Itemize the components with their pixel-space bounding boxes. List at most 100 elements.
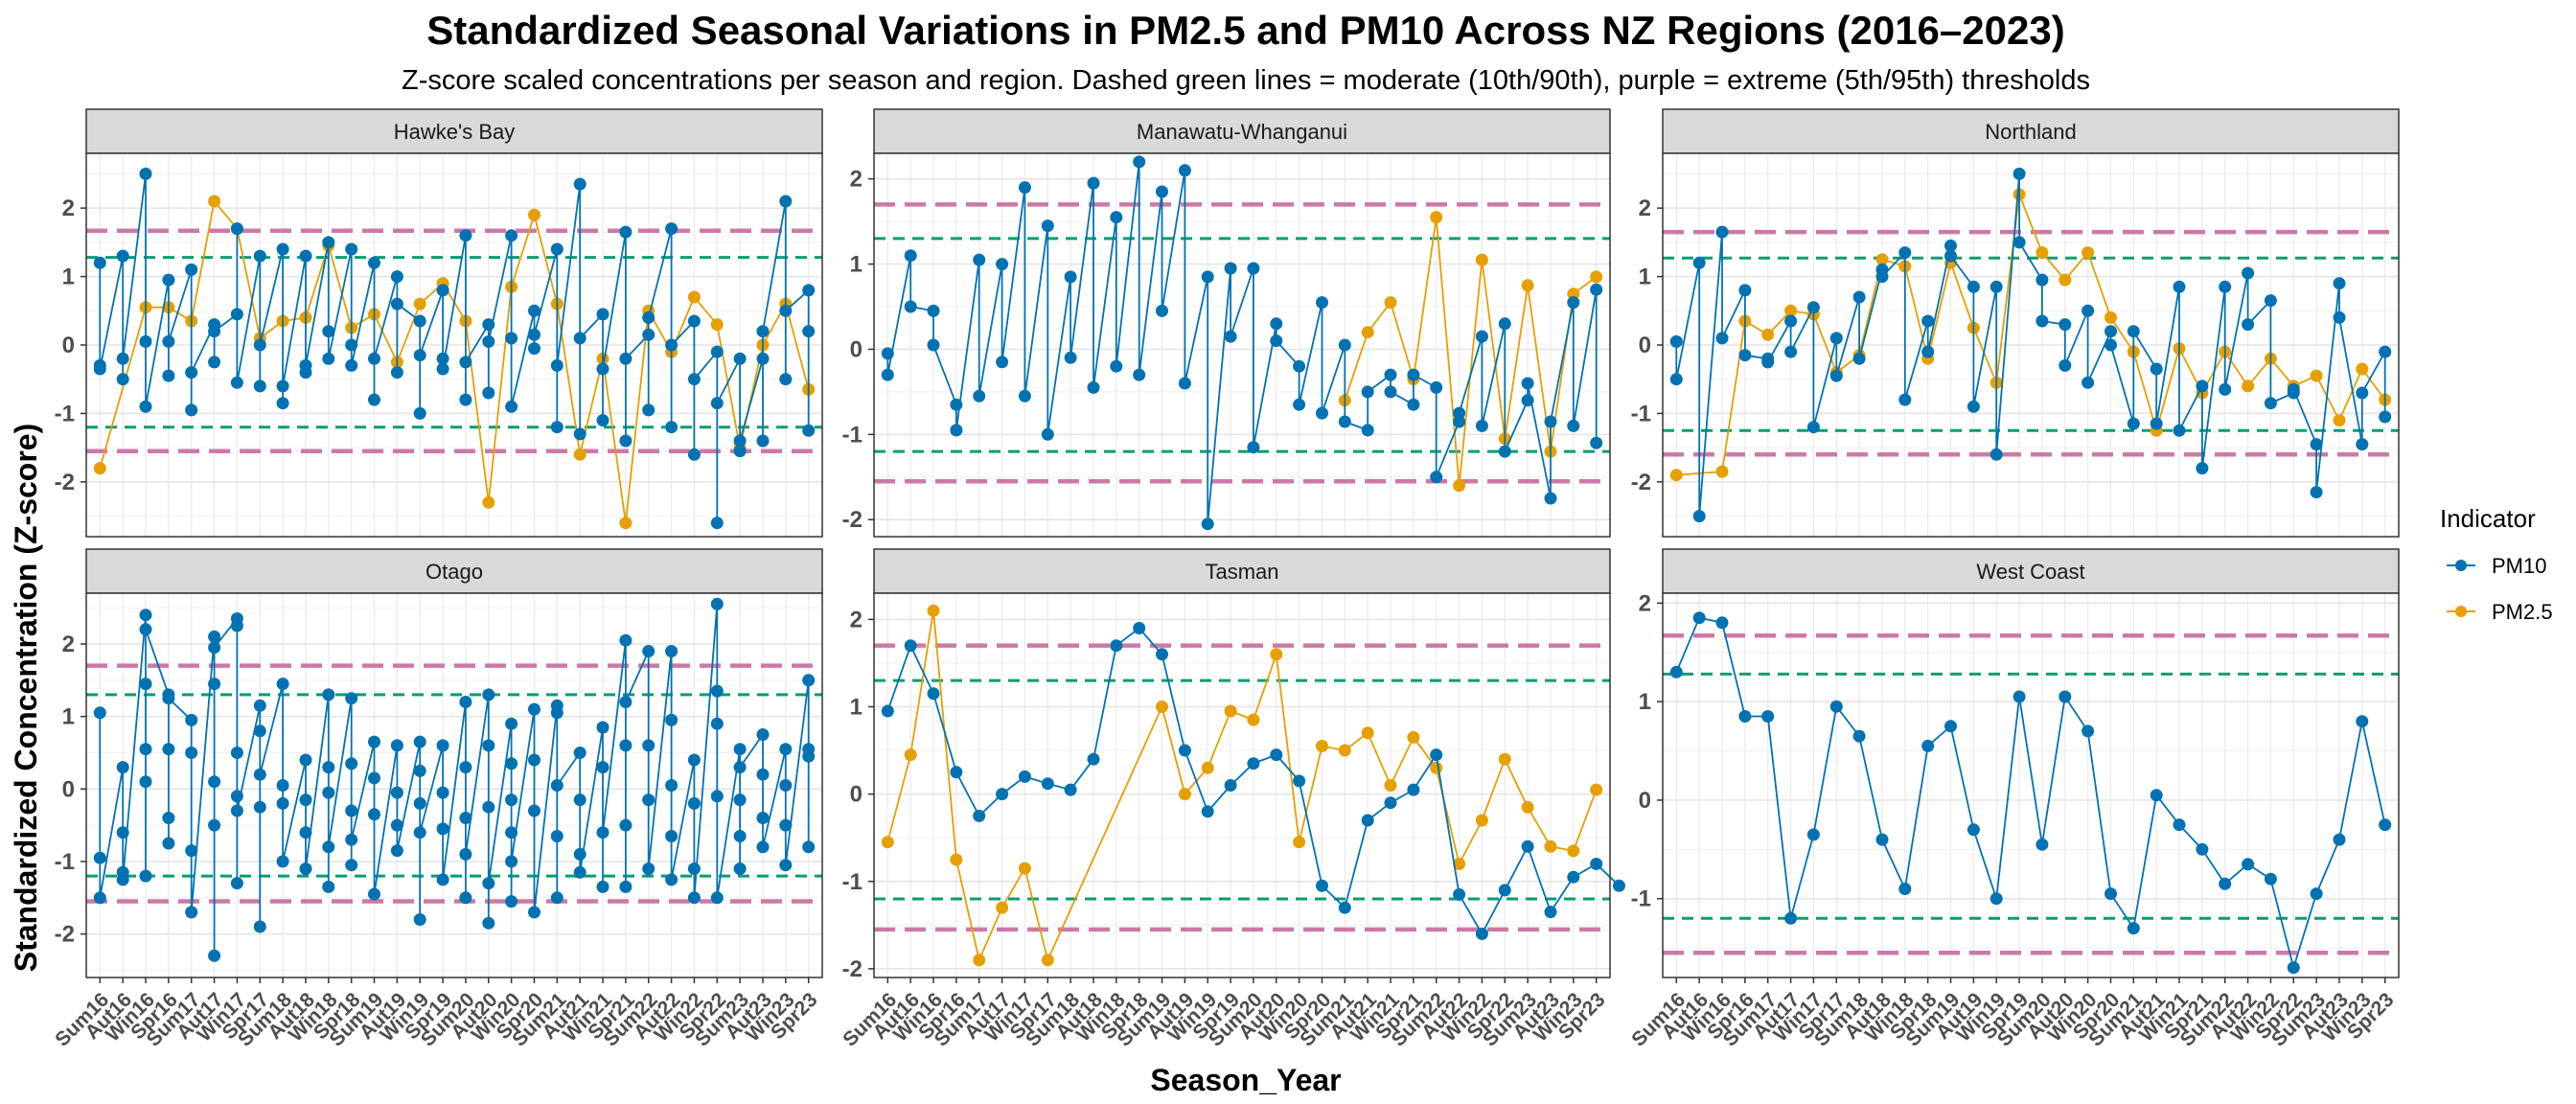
data-point-pm10 xyxy=(322,325,335,338)
data-point-pm10 xyxy=(927,687,940,701)
data-point-pm10 xyxy=(2264,872,2277,886)
data-point-pm10 xyxy=(1738,284,1752,297)
data-point-pm10 xyxy=(1590,283,1603,296)
data-point-pm10 xyxy=(1018,181,1031,195)
data-point-pm10 xyxy=(1761,710,1775,723)
data-point-pm10 xyxy=(710,891,724,905)
chart-subtitle: Z-score scaled concentrations per season… xyxy=(402,65,2090,96)
data-point-pm10 xyxy=(927,304,940,317)
data-point-pm10 xyxy=(550,779,564,792)
data-point-pm10 xyxy=(779,304,793,317)
data-point-pm10 xyxy=(1178,164,1191,177)
data-point-pm10 xyxy=(116,761,129,774)
data-point-pm10 xyxy=(950,424,963,437)
data-point-pm10 xyxy=(253,249,266,263)
data-point-pm10 xyxy=(550,421,564,434)
data-point-pm10 xyxy=(802,840,816,854)
data-point-pm10 xyxy=(1738,349,1752,362)
data-point-pm10 xyxy=(1224,330,1237,343)
data-point-pm10 xyxy=(276,796,289,810)
data-point-pm10 xyxy=(322,236,335,249)
data-point-pm2-5 xyxy=(1475,814,1488,827)
data-point-pm2-5 xyxy=(1544,840,1557,853)
data-point-pm10 xyxy=(756,728,770,741)
data-point-pm10 xyxy=(368,393,380,406)
data-point-pm2-5 xyxy=(1178,788,1191,801)
data-point-pm10 xyxy=(185,906,198,919)
data-point-pm10 xyxy=(368,256,380,269)
data-point-pm10 xyxy=(1829,369,1843,382)
data-point-pm2-5 xyxy=(710,318,724,332)
data-point-pm10 xyxy=(779,743,793,756)
data-point-pm10 xyxy=(208,949,221,962)
data-point-pm10 xyxy=(802,284,816,297)
data-point-pm10 xyxy=(1316,406,1328,420)
data-point-pm10 xyxy=(642,794,656,807)
data-point-pm10 xyxy=(1761,356,1775,369)
series-pm2-5-tasman xyxy=(881,604,1603,967)
panel-border-otago xyxy=(85,592,823,978)
data-point-pm10 xyxy=(2150,362,2163,376)
data-point-pm10 xyxy=(185,263,198,276)
data-point-pm10 xyxy=(904,300,917,313)
data-point-pm10 xyxy=(1087,176,1100,190)
strip-label-west-coast: West Coast xyxy=(1976,560,2084,584)
legend-title: Indicator xyxy=(2440,504,2536,533)
data-point-pm2-5 xyxy=(1247,713,1260,726)
data-point-pm10 xyxy=(2379,410,2392,424)
data-point-pm10 xyxy=(619,818,632,832)
data-point-pm10 xyxy=(2287,961,2300,975)
data-point-pm10 xyxy=(505,332,518,345)
y-tick-label: -1 xyxy=(842,422,862,448)
data-point-pm10 xyxy=(665,779,678,792)
data-point-pm10 xyxy=(1692,510,1706,523)
legend: Indicator PM10 PM2.5 xyxy=(2440,504,2553,624)
data-point-pm10 xyxy=(973,809,986,822)
y-tick-label: -1 xyxy=(55,401,75,426)
data-point-pm10 xyxy=(2333,310,2346,324)
data-point-pm10 xyxy=(482,386,495,400)
data-point-pm10 xyxy=(390,366,403,380)
data-point-pm10 xyxy=(230,877,243,890)
data-point-pm10 xyxy=(1715,332,1729,345)
data-point-pm10 xyxy=(596,362,610,376)
data-point-pm10 xyxy=(482,800,495,814)
data-point-pm10 xyxy=(665,338,678,352)
data-point-pm10 xyxy=(1338,415,1351,428)
data-point-pm10 xyxy=(550,891,564,905)
data-point-pm10 xyxy=(1990,892,2003,906)
data-point-pm10 xyxy=(1567,296,1580,310)
data-point-pm2-5 xyxy=(1018,862,1031,875)
data-point-pm10 xyxy=(927,338,940,352)
data-point-pm10 xyxy=(230,804,243,817)
data-point-pm10 xyxy=(1293,398,1306,411)
strip-label-otago: Otago xyxy=(426,560,483,584)
data-point-pm10 xyxy=(299,249,312,263)
series-pm10-otago xyxy=(93,597,816,962)
data-point-pm10 xyxy=(1430,471,1443,484)
data-point-pm10 xyxy=(2333,277,2346,290)
data-point-pm10 xyxy=(139,869,152,883)
data-point-pm2-5 xyxy=(1590,783,1603,796)
data-point-pm10 xyxy=(528,328,540,341)
data-point-pm10 xyxy=(185,844,198,858)
panel-west-coast: West Coast-1012Sum16Aut16Win16Spr16Sum17… xyxy=(1627,548,2400,1051)
data-point-pm10 xyxy=(459,696,472,708)
data-point-pm10 xyxy=(756,325,770,338)
data-point-pm10 xyxy=(1475,927,1488,940)
data-point-pm10 xyxy=(1247,441,1260,454)
data-point-pm10 xyxy=(550,358,564,372)
data-point-pm10 xyxy=(710,597,724,610)
strip-hawke-s-bay xyxy=(85,108,823,154)
data-point-pm10 xyxy=(253,768,266,781)
data-point-pm10 xyxy=(322,786,335,799)
data-point-pm10 xyxy=(276,678,289,691)
data-point-pm10 xyxy=(322,761,335,774)
data-point-pm10 xyxy=(2242,858,2255,871)
data-point-pm10 xyxy=(710,345,724,358)
data-point-pm10 xyxy=(573,847,586,861)
data-point-pm10 xyxy=(1966,280,1980,293)
data-point-pm10 xyxy=(162,273,175,287)
data-point-pm2-5 xyxy=(2310,369,2323,382)
y-tick-label: 1 xyxy=(850,694,862,720)
